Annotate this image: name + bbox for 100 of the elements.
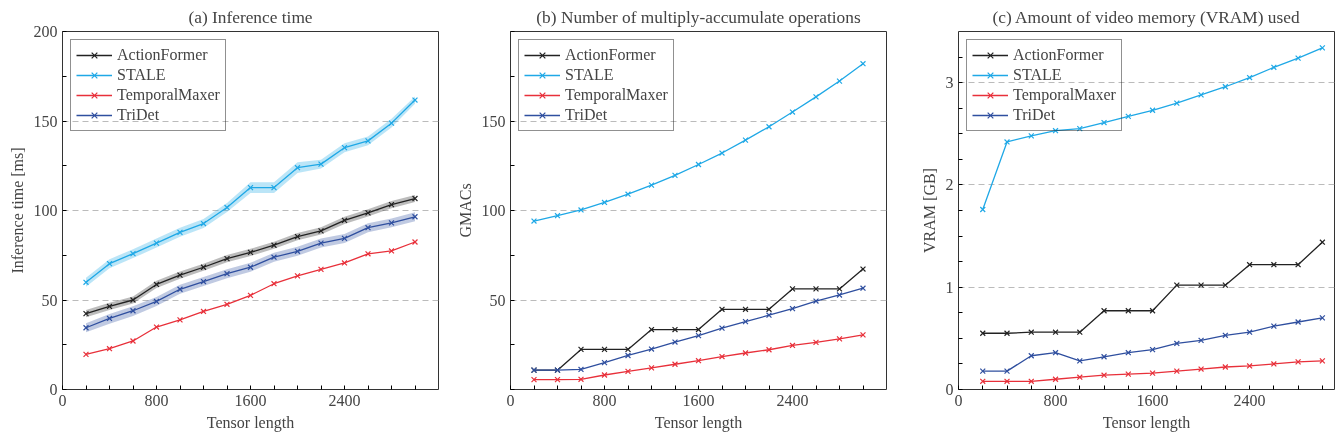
point bbox=[388, 247, 395, 255]
point bbox=[1149, 370, 1156, 377]
y-tick-label: 200 bbox=[33, 23, 58, 40]
legend-label: TriDet bbox=[1013, 106, 1056, 124]
legend-label: STALE bbox=[565, 66, 614, 84]
point bbox=[294, 272, 301, 279]
y-axis-title: Inference time [ms] bbox=[8, 147, 26, 274]
point bbox=[718, 353, 726, 360]
point bbox=[1270, 261, 1277, 268]
x-tick-label: 2400 bbox=[776, 391, 809, 409]
point bbox=[1173, 340, 1180, 347]
point bbox=[671, 326, 679, 333]
point bbox=[1222, 363, 1229, 371]
point bbox=[1246, 329, 1253, 336]
x-tick-label: 800 bbox=[592, 391, 617, 409]
point bbox=[859, 60, 867, 67]
chart-title: (c) Amount of video memory (VRAM) used bbox=[992, 7, 1300, 27]
point bbox=[601, 346, 608, 353]
point bbox=[765, 312, 773, 319]
point bbox=[812, 339, 820, 346]
point bbox=[554, 376, 561, 383]
point bbox=[341, 217, 348, 224]
y-tick-label: 100 bbox=[481, 202, 506, 219]
x-tick-label: 1600 bbox=[234, 391, 267, 409]
point bbox=[1149, 307, 1156, 314]
point bbox=[1319, 44, 1326, 51]
point bbox=[765, 123, 773, 130]
point bbox=[1319, 357, 1326, 364]
y-tick-label: 1 bbox=[945, 278, 954, 296]
point bbox=[317, 266, 325, 273]
point bbox=[1295, 318, 1302, 326]
x-tick-label: 2400 bbox=[328, 391, 361, 409]
point bbox=[223, 301, 231, 308]
point bbox=[812, 93, 820, 100]
point bbox=[294, 248, 301, 255]
point bbox=[364, 137, 372, 144]
point bbox=[1125, 371, 1132, 378]
point bbox=[247, 264, 254, 271]
point bbox=[1028, 132, 1035, 139]
point bbox=[648, 364, 655, 371]
point bbox=[1319, 314, 1326, 321]
x-axis-title: Tensor length bbox=[654, 413, 743, 432]
legend-label: ActionFormer bbox=[565, 46, 656, 64]
point bbox=[1222, 282, 1229, 289]
point bbox=[765, 346, 773, 353]
point bbox=[176, 286, 184, 293]
point bbox=[836, 335, 843, 342]
point bbox=[530, 376, 538, 383]
point bbox=[624, 352, 632, 359]
point bbox=[624, 368, 632, 375]
point bbox=[388, 120, 395, 127]
point bbox=[129, 250, 137, 257]
point bbox=[247, 249, 254, 256]
x-tick-label: 800 bbox=[1043, 391, 1068, 409]
point bbox=[742, 349, 749, 357]
y-tick-label: 50 bbox=[489, 291, 506, 309]
y-tick-label: 3 bbox=[945, 74, 954, 92]
point bbox=[789, 108, 796, 116]
point bbox=[176, 229, 184, 236]
point bbox=[789, 285, 796, 292]
point bbox=[718, 306, 726, 313]
point bbox=[1295, 261, 1302, 268]
point bbox=[153, 323, 160, 331]
y-tick-label: 2 bbox=[945, 176, 954, 194]
point bbox=[718, 325, 726, 332]
point bbox=[742, 318, 749, 325]
x-axis-title: Tensor length bbox=[1102, 413, 1191, 432]
legend-label: ActionFormer bbox=[117, 46, 208, 64]
point bbox=[223, 255, 231, 262]
legend-label: TriDet bbox=[565, 106, 608, 124]
point bbox=[765, 306, 773, 313]
point bbox=[859, 331, 867, 338]
point bbox=[836, 285, 843, 292]
point bbox=[294, 233, 301, 240]
point bbox=[247, 292, 254, 299]
legend-label: TriDet bbox=[117, 106, 160, 124]
point bbox=[859, 285, 867, 292]
point bbox=[317, 227, 325, 234]
point bbox=[82, 310, 90, 317]
point bbox=[601, 371, 608, 379]
point bbox=[82, 279, 90, 286]
point bbox=[624, 191, 632, 198]
legend-label: TemporalMaxer bbox=[565, 86, 668, 104]
point bbox=[364, 209, 372, 216]
chart-title: (a) Inference time bbox=[188, 7, 313, 27]
x-tick-label: 800 bbox=[144, 391, 169, 409]
point bbox=[812, 285, 820, 292]
point bbox=[836, 78, 843, 85]
point bbox=[270, 254, 278, 261]
point bbox=[129, 307, 137, 314]
point bbox=[388, 219, 395, 226]
x-tick-label: 2400 bbox=[1233, 391, 1266, 409]
y-tick-label: 50 bbox=[41, 291, 58, 309]
y-axis-title: GMACs bbox=[456, 183, 474, 238]
legend-label: ActionFormer bbox=[1013, 46, 1104, 64]
point bbox=[1052, 376, 1059, 383]
chart-title: (b) Number of multiply-accumulate operations bbox=[536, 7, 861, 27]
point bbox=[1100, 353, 1108, 360]
y-axis-title: VRAM [GB] bbox=[920, 168, 938, 253]
legend-label: TemporalMaxer bbox=[117, 86, 220, 104]
